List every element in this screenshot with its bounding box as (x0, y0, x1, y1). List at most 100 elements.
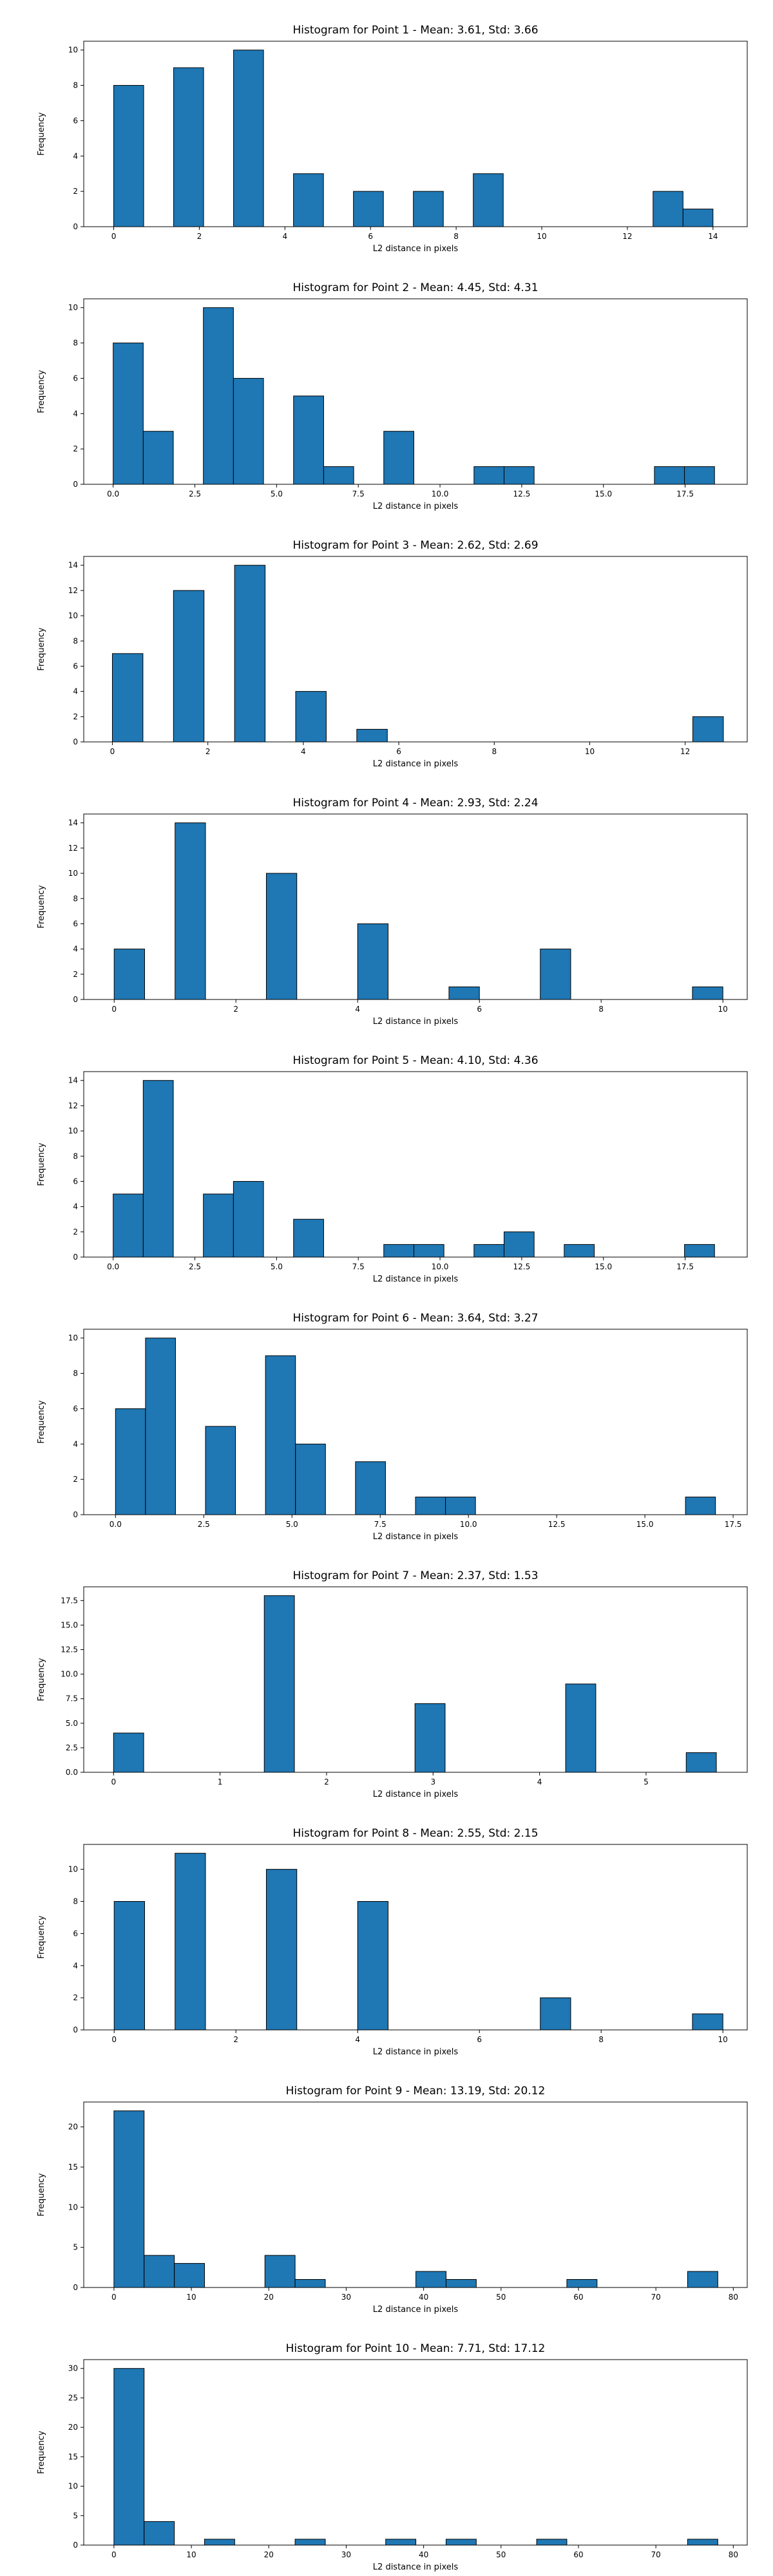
y-tick-label: 14 (68, 561, 78, 570)
x-tick-label: 10 (537, 232, 546, 241)
x-tick-label: 8 (598, 2035, 604, 2044)
y-tick-label: 0 (73, 480, 78, 489)
y-tick-label: 8 (73, 894, 78, 903)
x-tick-label: 2 (205, 747, 211, 756)
histogram-point-3: Histogram for Point 3 - Mean: 2.62, Std:… (37, 539, 748, 769)
y-tick-label: 0 (73, 1253, 78, 1262)
y-tick-label: 7.5 (66, 1694, 78, 1703)
histogram-bar (566, 2279, 598, 2288)
histogram-bar (448, 986, 480, 1000)
histogram-bar (293, 395, 324, 485)
chart-title: Histogram for Point 7 - Mean: 2.37, Std:… (292, 1569, 538, 1582)
histogram-point-1: Histogram for Point 1 - Mean: 3.61, Std:… (37, 24, 748, 254)
x-tick-label: 20 (264, 2293, 274, 2302)
histogram-point-8: Histogram for Point 8 - Mean: 2.55, Std:… (37, 1827, 748, 2057)
chart-title: Histogram for Point 8 - Mean: 2.55, Std:… (292, 1827, 538, 1840)
histogram-bar (353, 191, 384, 227)
histogram-bar (356, 728, 388, 743)
x-tick-label: 2 (324, 1777, 329, 1786)
histogram-bar (265, 873, 298, 1000)
x-tick-label: 40 (419, 2293, 428, 2302)
y-tick-label: 0 (73, 2025, 78, 2034)
y-tick-label: 5 (73, 2511, 78, 2520)
histogram-bar (685, 1752, 717, 1773)
x-tick-label: 2 (197, 232, 202, 241)
histogram-bar (295, 691, 327, 743)
histogram-bar (383, 1244, 414, 1258)
histogram-bar (113, 343, 144, 485)
y-tick-label: 4 (73, 1961, 78, 1970)
x-tick-label: 0 (111, 1005, 117, 1014)
x-tick-label: 15.0 (595, 1262, 612, 1271)
y-axis-label: Frequency (37, 112, 46, 155)
y-tick-label: 10 (68, 1334, 78, 1343)
x-axis-label: L2 distance in pixels (373, 1790, 459, 1799)
y-tick-label: 8 (73, 81, 78, 90)
histogram-bar (445, 2279, 477, 2288)
histogram-point-7: Histogram for Point 7 - Mean: 2.37, Std:… (37, 1569, 748, 1799)
y-tick-label: 6 (73, 661, 78, 670)
histogram-bar (357, 1901, 388, 2031)
histogram-bar (113, 85, 144, 227)
histogram-bar (685, 1497, 716, 1515)
histogram-bar (293, 1218, 324, 1258)
x-tick-label: 6 (477, 2035, 482, 2044)
histogram-bar (111, 653, 144, 743)
x-tick-label: 2.5 (189, 1262, 201, 1271)
y-tick-label: 2 (73, 970, 78, 979)
x-tick-label: 4 (301, 747, 306, 756)
y-tick-label: 8 (73, 1151, 78, 1160)
x-tick-label: 20 (264, 2550, 274, 2559)
x-tick-label: 8 (598, 1005, 604, 1014)
histogram-bar (203, 307, 234, 485)
x-tick-label: 0.0 (107, 489, 119, 498)
histogram-bar (113, 1901, 145, 2031)
x-tick-label: 0 (111, 2293, 117, 2302)
y-tick-label: 4 (73, 1202, 78, 1211)
histogram-bar (414, 1703, 446, 1773)
x-axis-label: L2 distance in pixels (373, 1017, 459, 1027)
y-tick-label: 4 (73, 1439, 78, 1448)
y-tick-label: 17.5 (61, 1596, 78, 1605)
x-tick-label: 70 (651, 2550, 661, 2559)
y-axis-label: Frequency (37, 1658, 46, 1701)
y-tick-label: 14 (68, 819, 78, 828)
histogram-bar (323, 466, 354, 485)
histogram-bar (264, 2255, 296, 2288)
histogram-bar (473, 466, 505, 485)
histogram-bar (233, 1180, 264, 1258)
y-axis-label: Frequency (37, 885, 46, 928)
chart-title: Histogram for Point 10 - Mean: 7.71, Std… (286, 2342, 546, 2355)
x-axis-label: L2 distance in pixels (373, 1532, 459, 1542)
histogram-bar (113, 1193, 144, 1258)
y-tick-label: 8 (73, 339, 78, 348)
histogram-bar (540, 949, 571, 1000)
histogram-bar (687, 2271, 718, 2288)
x-axis-label: L2 distance in pixels (373, 759, 459, 769)
y-axis-label: Frequency (37, 627, 46, 670)
y-axis-label: Frequency (37, 2173, 46, 2216)
x-tick-label: 80 (729, 2293, 738, 2302)
x-tick-label: 0 (111, 2550, 117, 2559)
y-tick-label: 12 (68, 1101, 78, 1110)
x-tick-label: 5 (644, 1777, 649, 1786)
x-tick-label: 40 (419, 2550, 428, 2559)
y-tick-label: 8 (73, 636, 78, 645)
x-tick-label: 10.0 (432, 1262, 449, 1271)
histogram-bar (142, 1080, 174, 1258)
y-tick-label: 0 (73, 995, 78, 1004)
histogram-bar (113, 1732, 144, 1773)
histogram-bar (144, 2255, 175, 2288)
x-tick-label: 30 (341, 2293, 351, 2302)
x-tick-label: 14 (708, 232, 718, 241)
plot-frame (83, 1071, 748, 1258)
histogram-bar (233, 50, 264, 227)
x-tick-label: 2 (233, 1005, 238, 1014)
y-tick-label: 10 (68, 2202, 78, 2211)
x-tick-label: 0.0 (107, 1262, 119, 1271)
x-tick-label: 70 (651, 2293, 661, 2302)
chart-title: Histogram for Point 6 - Mean: 3.64, Std:… (292, 1312, 538, 1325)
x-tick-label: 17.5 (725, 1520, 742, 1529)
y-tick-label: 5.0 (66, 1719, 78, 1728)
